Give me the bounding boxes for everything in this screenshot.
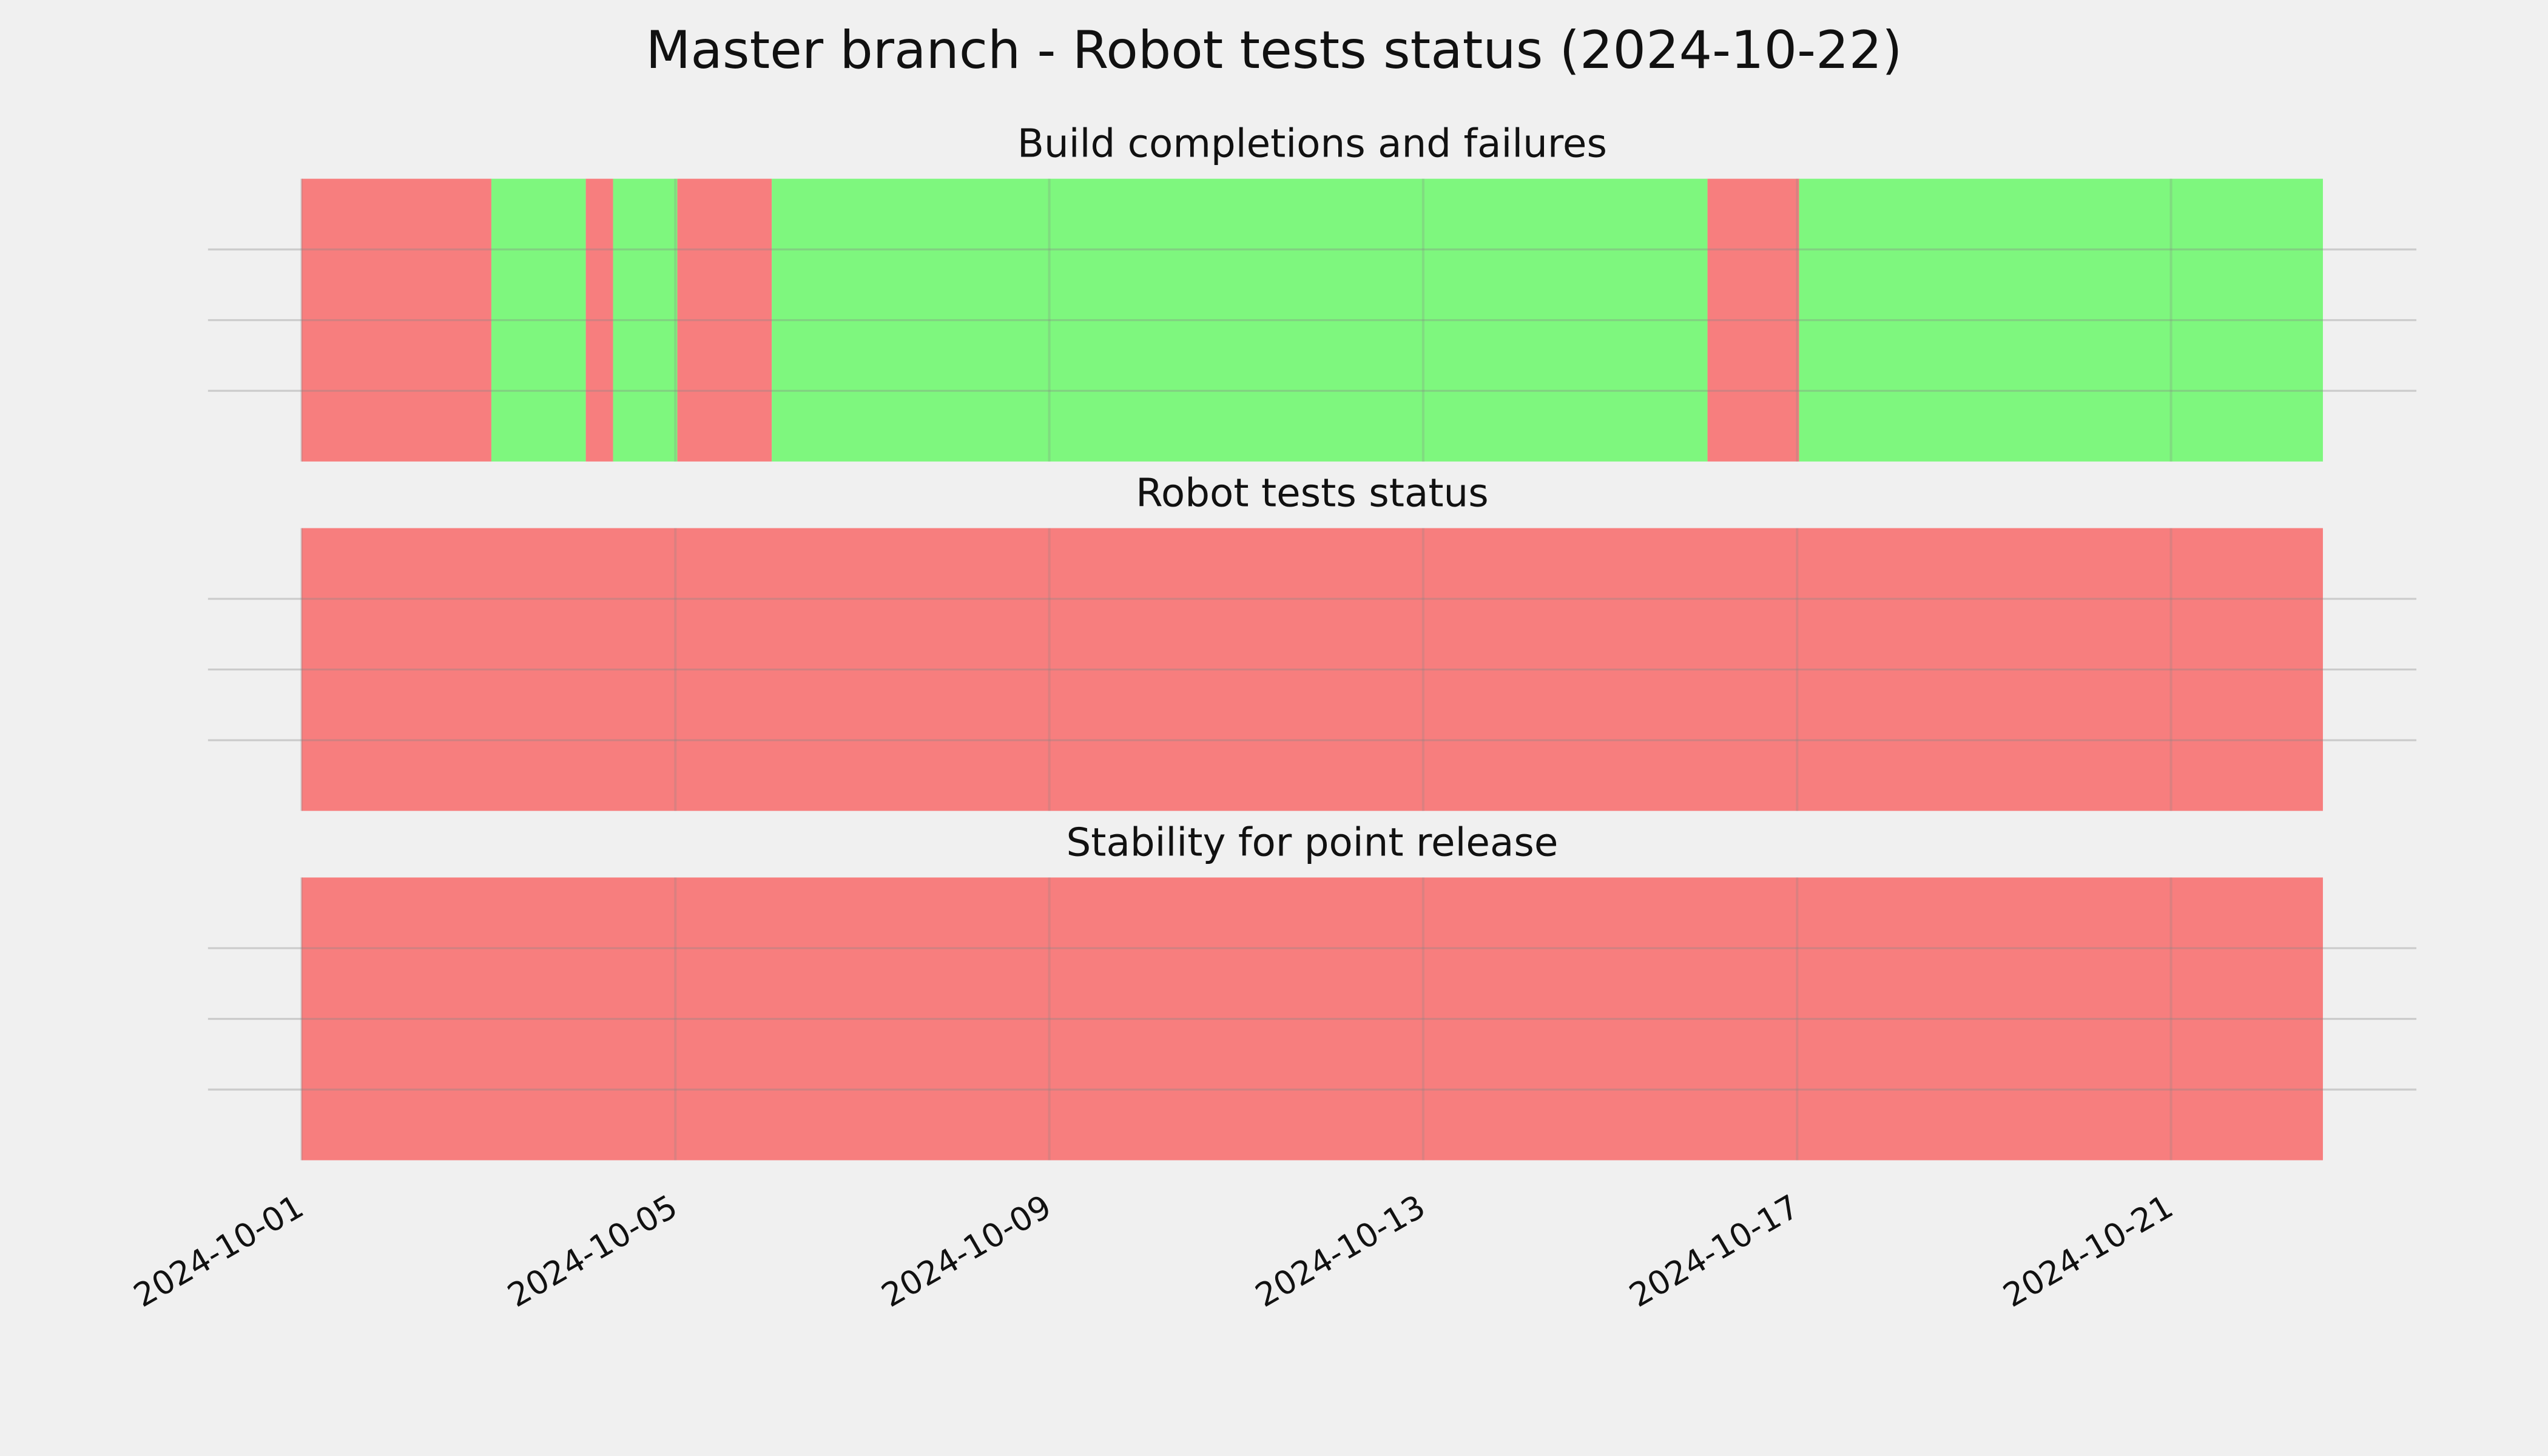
status-span [677, 178, 772, 462]
subplot-title: Stability for point release [1067, 820, 1559, 865]
status-span [301, 528, 2323, 811]
status-span [491, 178, 586, 462]
status-span [1707, 178, 1799, 462]
status-span [772, 178, 1708, 462]
status-span [585, 178, 613, 462]
subplot-title: Build completions and failures [1017, 121, 1607, 167]
subplot-title: Robot tests status [1136, 471, 1489, 516]
status-span [1799, 178, 2323, 462]
chart-title: Master branch - Robot tests status (2024… [645, 20, 1902, 81]
status-span [301, 877, 2323, 1161]
status-span [613, 178, 678, 462]
status-span [301, 178, 491, 462]
